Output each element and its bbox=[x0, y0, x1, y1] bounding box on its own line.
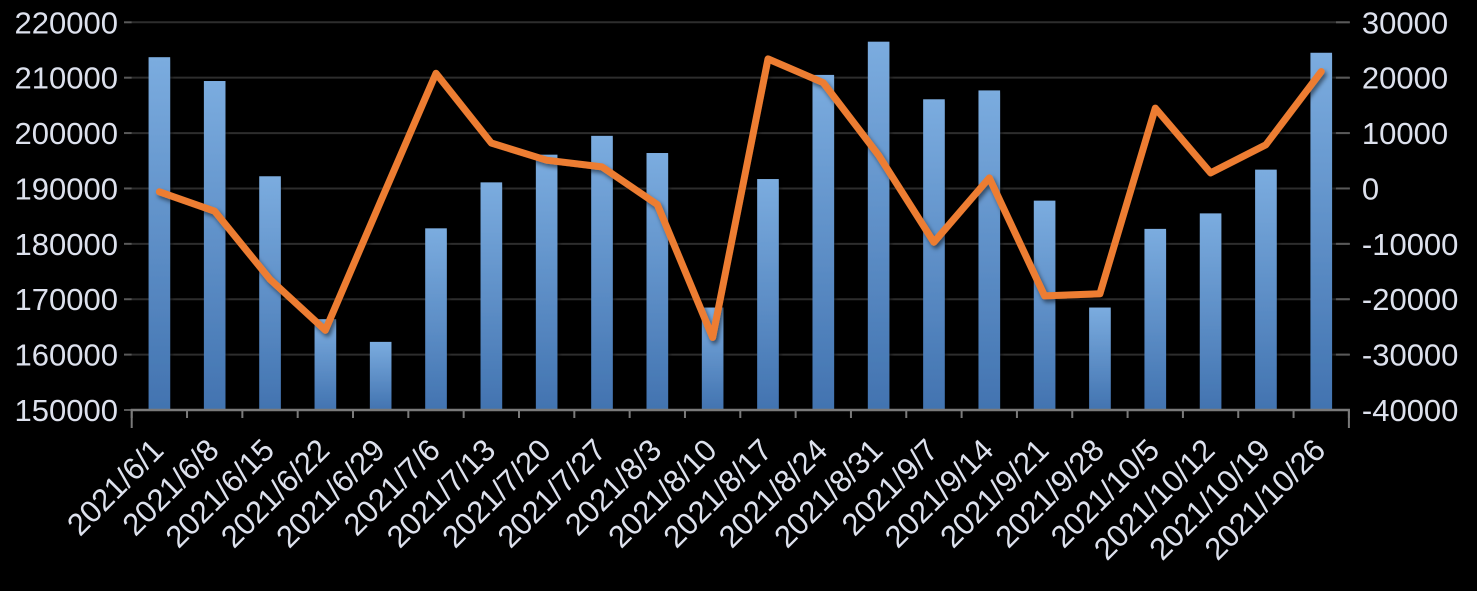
left-axis-tick-label: 150000 bbox=[15, 393, 118, 428]
line-series bbox=[155, 55, 1325, 341]
bar bbox=[480, 182, 503, 410]
right-axis-tick-label: -20000 bbox=[1362, 282, 1459, 317]
bar bbox=[314, 319, 337, 410]
right-axis-tick-label: -30000 bbox=[1362, 338, 1459, 373]
right-axis-tick-label: -40000 bbox=[1362, 393, 1459, 428]
right-axis-tick-label: 20000 bbox=[1362, 61, 1448, 96]
bar bbox=[978, 90, 1001, 410]
bar bbox=[1089, 307, 1111, 410]
left-axis-tick-label: 220000 bbox=[15, 5, 118, 40]
right-axis-tick-label: 10000 bbox=[1362, 116, 1448, 151]
bar bbox=[1033, 200, 1056, 410]
bar bbox=[1144, 228, 1167, 410]
left-axis-tick-label: 210000 bbox=[15, 61, 118, 96]
bar bbox=[259, 176, 281, 410]
bar bbox=[867, 41, 890, 411]
left-axis-tick-label: 200000 bbox=[15, 116, 118, 151]
bar bbox=[535, 154, 558, 410]
left-axis-tick-label: 190000 bbox=[15, 171, 118, 206]
bar bbox=[369, 341, 392, 410]
bar bbox=[812, 74, 835, 410]
right-axis-tick-label: 30000 bbox=[1362, 5, 1448, 40]
bar bbox=[425, 228, 447, 410]
bar bbox=[591, 135, 613, 411]
left-axis-tick-label: 180000 bbox=[15, 227, 118, 262]
bar bbox=[757, 179, 779, 410]
right-axis-tick-label: 0 bbox=[1362, 171, 1379, 206]
bar bbox=[148, 57, 171, 411]
bar bbox=[646, 153, 669, 410]
bar bbox=[1310, 52, 1333, 410]
left-axis-tick-label: 160000 bbox=[15, 338, 118, 373]
left-axis-tick-label: 170000 bbox=[15, 282, 118, 317]
bar bbox=[1255, 169, 1277, 410]
right-axis-tick-label: -10000 bbox=[1362, 227, 1459, 262]
bar bbox=[1199, 213, 1222, 410]
bar bbox=[203, 81, 226, 411]
bar bbox=[923, 99, 945, 411]
